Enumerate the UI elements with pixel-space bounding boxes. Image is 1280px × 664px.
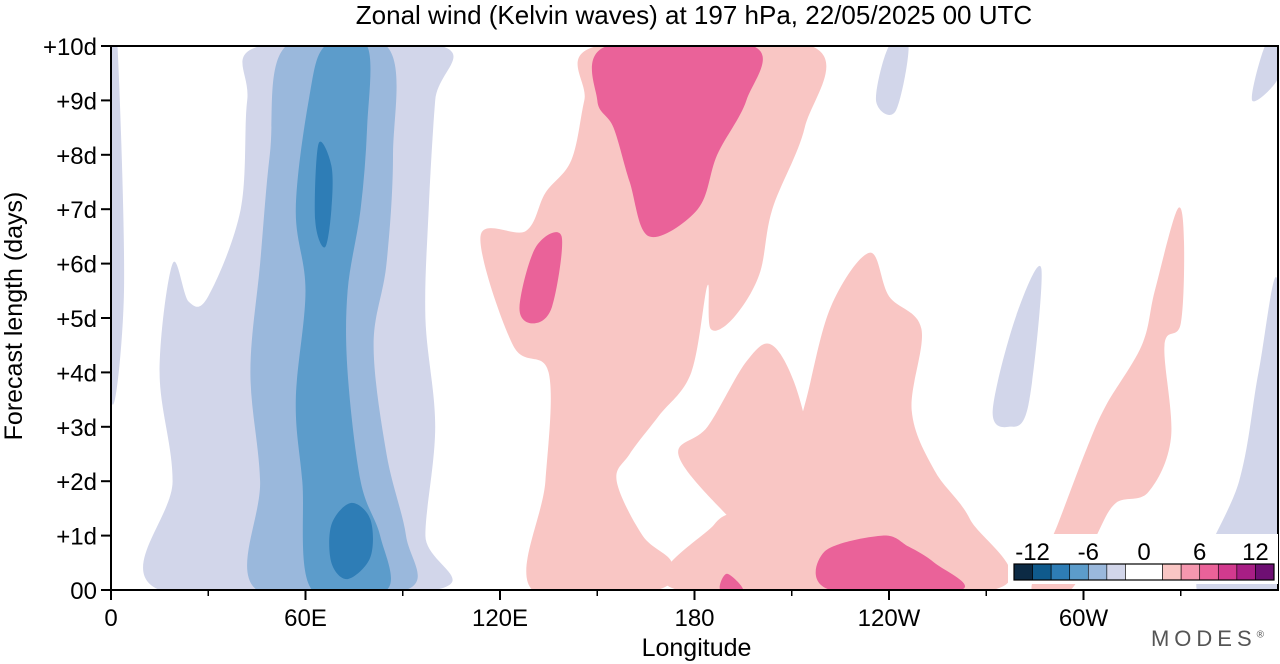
contour-region-neg8-4 bbox=[329, 502, 373, 580]
y-tick-label: +4d bbox=[56, 360, 97, 387]
y-tick-label: +6d bbox=[56, 252, 97, 279]
y-tick-label: 00 bbox=[70, 578, 97, 605]
contour-region-neg2-0 bbox=[111, 46, 125, 405]
colorbar-label: 0 bbox=[1137, 539, 1150, 566]
contour-region-neg8-5 bbox=[314, 141, 333, 248]
contour-region-neg2-9 bbox=[1251, 46, 1278, 102]
y-tick-label: +10d bbox=[43, 34, 97, 61]
contour-region-neg2-6 bbox=[992, 265, 1042, 428]
x-axis: 0 60E 120E 180 120W 60W bbox=[104, 590, 1182, 632]
x-tick-label: 120E bbox=[472, 605, 528, 632]
colorbar-frame bbox=[1013, 563, 1275, 581]
colorbar-swatch bbox=[1013, 563, 1033, 581]
x-tick-label: 0 bbox=[104, 605, 117, 632]
contour-region-pos6-17 bbox=[719, 573, 744, 590]
contour-region-pos6-15 bbox=[519, 232, 563, 324]
y-tick-label: +1d bbox=[56, 524, 97, 551]
colorbar-label: 6 bbox=[1193, 539, 1206, 566]
y-tick-label: +5d bbox=[56, 306, 97, 333]
x-tick-label: 120W bbox=[858, 605, 921, 632]
colorbar-swatch bbox=[1236, 563, 1256, 581]
colorbar-swatch bbox=[1217, 563, 1238, 581]
y-tick-label: +7d bbox=[56, 197, 97, 224]
x-tick-label: 60E bbox=[284, 605, 327, 632]
colorbar-swatch bbox=[1199, 563, 1219, 581]
colorbar-swatch bbox=[1162, 563, 1182, 581]
contour-region-pos6-16 bbox=[815, 535, 965, 590]
colorbar-swatch bbox=[1050, 563, 1071, 581]
x-tick-label: 180 bbox=[674, 605, 714, 632]
y-tick-label: +9d bbox=[56, 88, 97, 115]
x-tick-label: 60W bbox=[1059, 605, 1109, 632]
colorbar-swatch bbox=[1087, 563, 1108, 581]
colorbar-legend: -12 -6 0 6 12 bbox=[1008, 534, 1278, 584]
colorbar-swatch bbox=[1180, 563, 1201, 581]
colorbar-swatch bbox=[1125, 563, 1163, 581]
colorbar-swatch bbox=[1106, 563, 1126, 581]
contour-region-pos2-12 bbox=[662, 252, 1012, 590]
contour-region-neg2-8 bbox=[875, 46, 909, 115]
contour-region-pos6-14 bbox=[591, 46, 763, 238]
contour-region-pos2-13 bbox=[1031, 207, 1185, 590]
chart-title: Zonal wind (Kelvin waves) at 197 hPa, 22… bbox=[356, 0, 1032, 30]
colorbar-label: -6 bbox=[1078, 539, 1099, 566]
colorbar-swatch bbox=[1255, 563, 1275, 581]
y-axis: 00 +1d +2d +3d +4d +5d +6d +7d +8d +9d +10d bbox=[43, 34, 111, 605]
colorbar-swatch bbox=[1032, 563, 1052, 581]
y-tick-label: +8d bbox=[56, 143, 97, 170]
y-axis-label: Forecast length (days) bbox=[0, 192, 28, 441]
y-tick-label: +2d bbox=[56, 469, 97, 496]
contour-region-pos2-10 bbox=[480, 46, 827, 590]
plot-area bbox=[111, 46, 1278, 590]
modes-logo: MODES® bbox=[1150, 626, 1264, 651]
x-axis-label: Longitude bbox=[642, 634, 752, 662]
colorbar-swatch bbox=[1069, 563, 1089, 581]
contour-region-neg2-7 bbox=[1196, 276, 1278, 590]
colorbar-label: 12 bbox=[1242, 539, 1269, 566]
colorbar-label: -12 bbox=[1015, 539, 1050, 566]
y-tick-label: +3d bbox=[56, 415, 97, 442]
contour-fields bbox=[111, 46, 1278, 590]
